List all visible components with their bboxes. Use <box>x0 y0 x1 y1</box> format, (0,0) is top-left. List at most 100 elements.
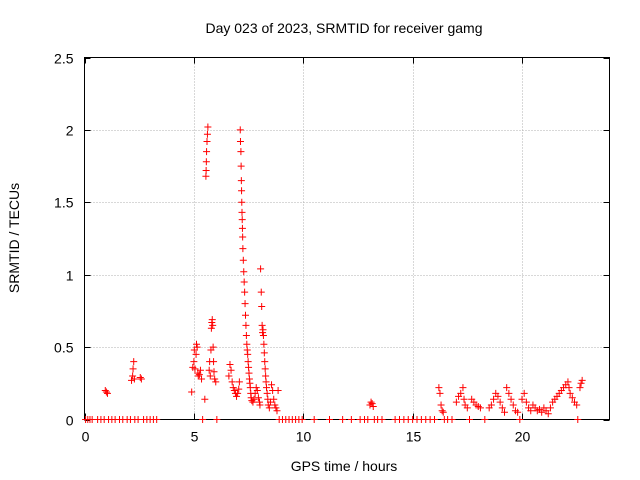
data-point <box>565 384 573 392</box>
data-point <box>347 416 355 423</box>
data-point <box>130 375 138 383</box>
data-point <box>210 358 218 366</box>
data-point <box>498 404 506 412</box>
data-point <box>298 416 306 423</box>
chart-title: Day 023 of 2023, SRMTID for receiver gam… <box>205 20 482 36</box>
y-tick-label: 1 <box>66 268 74 284</box>
data-point <box>247 394 255 402</box>
data-point <box>211 375 219 383</box>
data-point <box>201 395 209 403</box>
x-tick-label: 5 <box>191 429 199 445</box>
data-point <box>261 365 269 373</box>
data-point <box>228 378 236 386</box>
data-point <box>439 408 447 416</box>
data-point <box>263 384 270 392</box>
data-point <box>129 365 137 373</box>
data-point <box>272 404 280 412</box>
data-point <box>136 374 144 382</box>
data-point <box>235 385 243 393</box>
data-point <box>230 387 238 395</box>
plot-frame <box>84 57 610 420</box>
data-point <box>235 378 243 386</box>
data-point <box>206 372 214 380</box>
data-point <box>240 268 248 276</box>
data-point <box>203 137 211 145</box>
data-point <box>538 408 546 416</box>
data-point <box>265 404 273 412</box>
data-point <box>128 376 136 384</box>
data-point <box>505 389 513 397</box>
data-point <box>257 288 265 296</box>
data-point <box>242 311 249 319</box>
data-point <box>339 416 347 423</box>
data-point <box>237 162 245 170</box>
data-point <box>326 416 333 423</box>
data-point <box>270 395 278 403</box>
data-point <box>195 371 203 379</box>
data-point <box>242 321 250 329</box>
x-tick-label: 20 <box>515 429 531 445</box>
data-point <box>437 401 445 409</box>
data-point <box>435 384 443 392</box>
x-tick-label: 10 <box>296 429 312 445</box>
data-point <box>459 384 467 392</box>
data-point <box>258 321 266 329</box>
y-tick-label: 2.5 <box>54 51 74 67</box>
data-point <box>226 360 234 368</box>
data-point <box>507 395 515 403</box>
data-point <box>241 300 249 308</box>
data-point <box>203 130 211 138</box>
data-point <box>261 358 269 366</box>
data-point <box>130 358 138 366</box>
data-point <box>259 332 267 340</box>
data-point <box>438 407 446 415</box>
data-point <box>463 404 471 412</box>
data-point <box>527 407 535 415</box>
data-point <box>573 401 581 409</box>
data-point <box>153 416 161 423</box>
data-point <box>260 340 268 348</box>
data-point <box>253 387 261 395</box>
data-point <box>236 137 244 145</box>
data-point <box>239 256 247 264</box>
data-point <box>566 389 574 397</box>
data-point <box>457 389 465 397</box>
data-point <box>266 398 274 406</box>
data-point <box>520 389 528 397</box>
data-point <box>192 350 200 358</box>
data-point <box>194 372 202 380</box>
data-point <box>509 401 517 409</box>
data-point <box>516 416 524 423</box>
data-point <box>209 321 217 329</box>
data-point <box>241 288 249 296</box>
data-point <box>239 233 247 241</box>
data-point <box>244 350 252 358</box>
data-point <box>494 392 502 400</box>
data-point <box>103 389 111 397</box>
data-point <box>205 366 213 374</box>
x-axis-label: GPS time / hours <box>291 458 398 474</box>
data-point <box>210 368 218 376</box>
data-point <box>238 198 246 206</box>
data-point <box>568 394 576 402</box>
data-point <box>273 407 281 415</box>
data-point <box>257 265 265 273</box>
data-point <box>271 401 279 409</box>
data-point <box>367 398 375 406</box>
data-point <box>263 389 271 397</box>
data-point <box>514 408 522 416</box>
data-point <box>460 395 468 403</box>
data-point <box>518 395 526 403</box>
data-point <box>369 402 377 410</box>
data-point <box>576 384 584 392</box>
data-point <box>436 389 444 397</box>
data-point <box>202 166 210 174</box>
x-tick-label: 0 <box>82 429 90 445</box>
data-point <box>481 416 489 423</box>
data-point <box>190 346 198 354</box>
data-point <box>448 416 456 423</box>
data-point <box>364 416 372 423</box>
data-point <box>199 416 207 423</box>
data-point <box>212 378 220 386</box>
